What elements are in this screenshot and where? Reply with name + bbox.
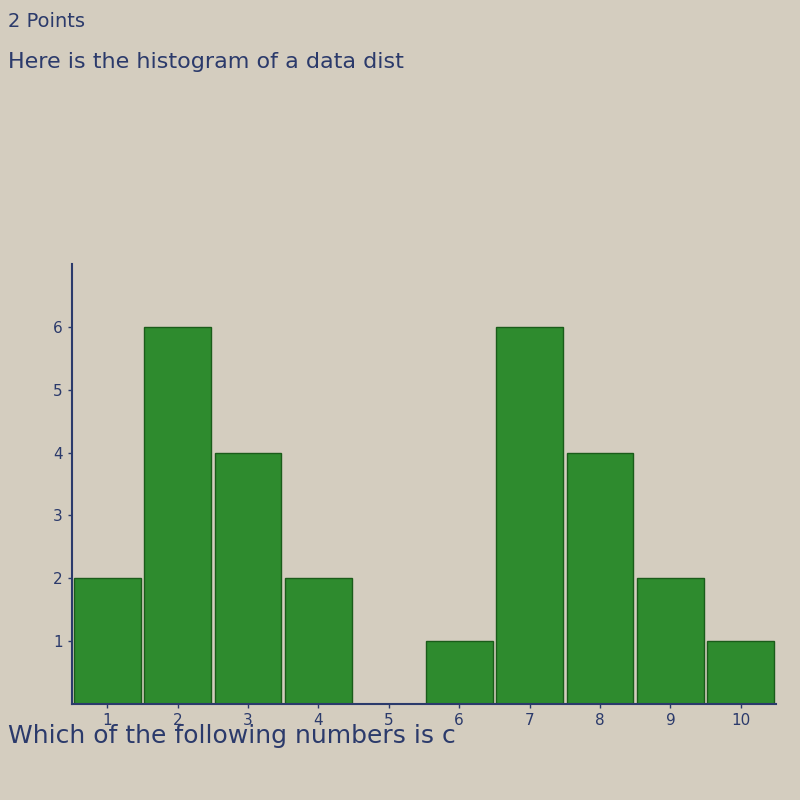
Bar: [707, 641, 774, 704]
Text: Which of the following numbers is c: Which of the following numbers is c: [8, 724, 456, 748]
Bar: [214, 453, 282, 704]
Text: 2 Points: 2 Points: [8, 12, 85, 31]
Bar: [496, 327, 563, 704]
Bar: [285, 578, 352, 704]
Bar: [426, 641, 493, 704]
Bar: [144, 327, 211, 704]
Bar: [74, 578, 141, 704]
Text: Here is the histogram of a data dist: Here is the histogram of a data dist: [8, 52, 404, 72]
Bar: [637, 578, 704, 704]
Bar: [566, 453, 634, 704]
